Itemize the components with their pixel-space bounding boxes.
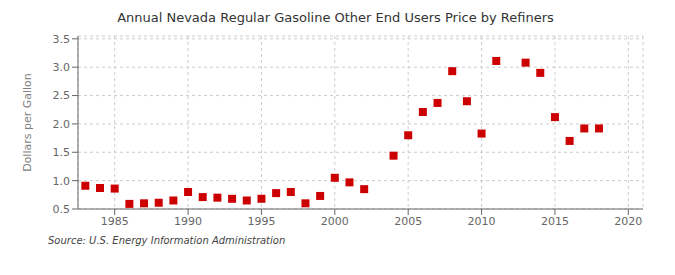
svg-text:2010: 2010 bbox=[468, 215, 496, 228]
svg-text:1985: 1985 bbox=[101, 215, 129, 228]
svg-text:1995: 1995 bbox=[247, 215, 275, 228]
html-text:Annual Nevada Regular Gasoline: Annual Nevada Regular Gasoline Other End… bbox=[117, 10, 554, 25]
svg-text:2.5: 2.5 bbox=[53, 89, 71, 102]
svg-text:2.0: 2.0 bbox=[53, 118, 71, 131]
html-text:Source: U.S. Energy Informatio: Source: U.S. Energy Information Administ… bbox=[48, 235, 286, 246]
svg-text:3.5: 3.5 bbox=[53, 33, 71, 46]
svg-text:2015: 2015 bbox=[541, 215, 569, 228]
svg-text:0.5: 0.5 bbox=[53, 203, 71, 216]
svg-text:1990: 1990 bbox=[174, 215, 202, 228]
svg-text:Dollars per Gallon: Dollars per Gallon bbox=[21, 73, 34, 172]
svg-text:2005: 2005 bbox=[394, 215, 422, 228]
svg-text:1.5: 1.5 bbox=[53, 146, 71, 159]
svg-text:3.0: 3.0 bbox=[53, 61, 71, 74]
svg-text:1.0: 1.0 bbox=[53, 175, 71, 188]
svg-text:2000: 2000 bbox=[321, 215, 349, 228]
svg-text:2020: 2020 bbox=[614, 215, 642, 228]
